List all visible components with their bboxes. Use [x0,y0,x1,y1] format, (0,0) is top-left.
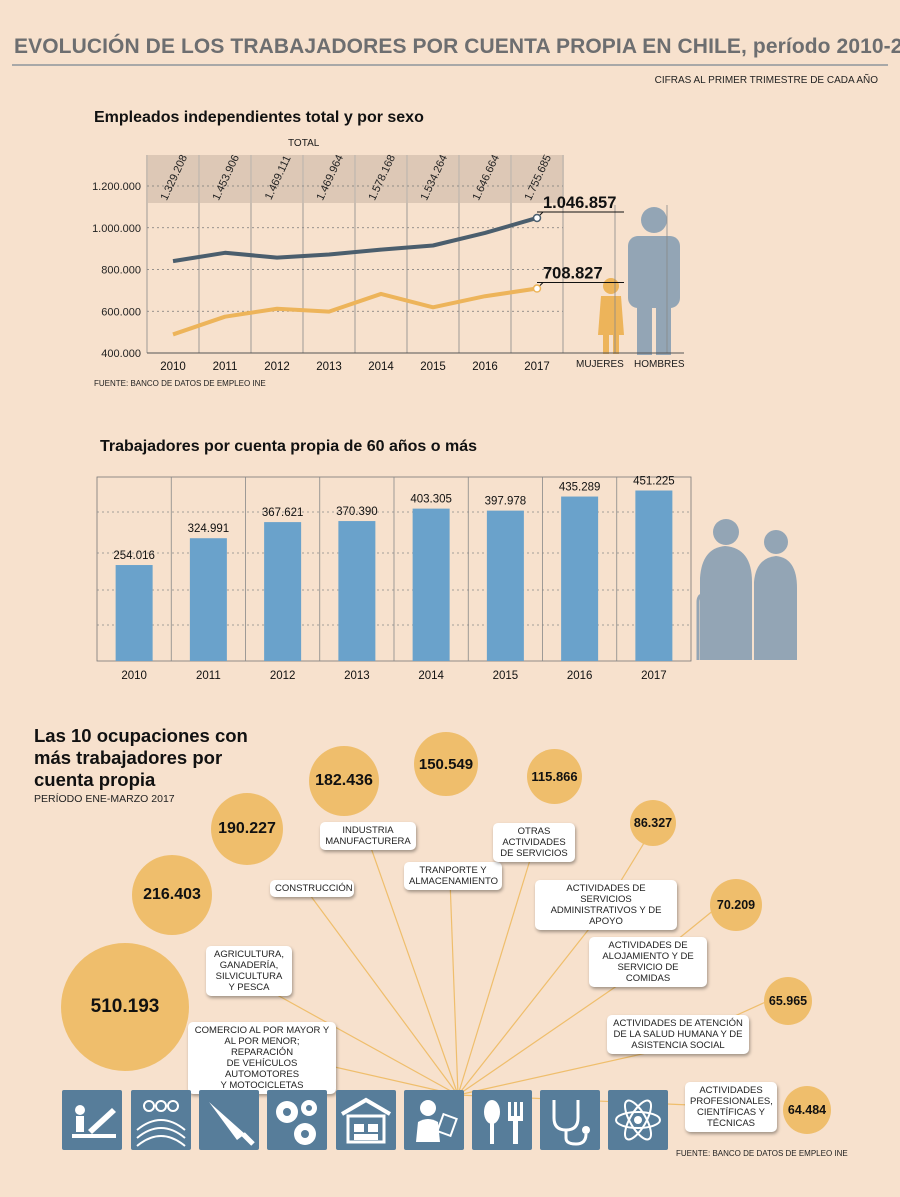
x-tick-label: 2014 [368,361,394,373]
bubble-comercio: 510.193 [61,943,189,1071]
industry-gears-icon [267,1090,327,1150]
x-tick-label: 2016 [472,361,498,373]
bubble-construccion: 190.227 [211,793,283,865]
food-utensils-icon [472,1090,532,1150]
y-tick-label: 1.000.000 [92,223,141,235]
elderly-couple-icon [696,519,797,660]
x-tick-label: 2014 [418,670,444,682]
bar-value-label: 367.621 [262,507,304,519]
label-comercio: COMERCIO AL POR MAYOR Y AL POR MENOR; RE… [188,1022,336,1094]
label-profesionales: ACTIVIDADES PROFESIONALES, CIENTÍFICAS Y… [685,1082,777,1132]
x-tick-label: 2010 [160,361,186,373]
legend-hombres: HOMBRES [634,359,685,370]
x-tick-label: 2012 [270,670,296,682]
occupations-period: PERÍODO ENE-MARZO 2017 [34,793,175,805]
x-tick-label: 2011 [196,670,221,682]
series-line-hombres [172,216,538,264]
y-tick-label: 800.000 [101,265,141,277]
bar-2011 [189,538,227,661]
bar-2013 [338,521,376,661]
y-tick-label: 600.000 [101,306,141,318]
bar-value-label: 254.016 [113,550,155,562]
total-cell [356,155,406,203]
bar-chart: 254.016 2010 324.991 2011 367.621 2012 370.390… [96,476,797,682]
label-industria: INDUSTRIA MANUFACTURERA [320,822,416,850]
x-tick-label: 2017 [641,670,667,682]
x-tick-label: 2013 [316,361,342,373]
bar-2012 [264,522,302,661]
occupations-title: Las 10 ocupaciones con más trabajadores … [34,725,248,790]
x-tick-label: 2010 [121,670,147,682]
page-title: EVOLUCIÓN DE LOS TRABAJADORES POR CUENTA… [14,35,900,58]
end-point [532,284,542,293]
total-cell [304,155,354,203]
label-agricultura: AGRICULTURA, GANADERÍA, SILVICULTURA Y P… [206,946,292,996]
bar-value-label: 403.305 [410,494,452,506]
label-alojamiento: ACTIVIDADES DE ALOJAMIENTO Y DE SERVICIO… [589,937,707,987]
total-cell [408,155,458,203]
x-tick-label: 2015 [493,670,519,682]
bubble-administrativos: 86.327 [630,800,676,846]
bar-value-label: 397.978 [485,496,527,508]
x-tick-label: 2015 [420,361,446,373]
bar-2017 [635,490,673,661]
bar-value-label: 324.991 [188,523,230,535]
title-divider [12,64,888,66]
bar-2016 [561,496,599,661]
series-line-mujeres [172,286,538,337]
label-otras: OTRAS ACTIVIDADES DE SERVICIOS [493,823,575,862]
legend-mujeres: MUJERES [576,359,624,370]
science-atom-icon [608,1090,668,1150]
x-tick-label: 2016 [567,670,593,682]
construction-trowel-icon [199,1090,259,1150]
bar-2015 [486,510,524,661]
x-tick-label: 2012 [264,361,290,373]
x-tick-label: 2013 [344,670,370,682]
end-value-label: 1.046.857 [543,194,616,212]
total-cell [460,155,510,203]
end-point [532,213,542,223]
bubble-alojamiento: 70.209 [710,879,762,931]
y-tick-label: 400.000 [101,348,141,360]
services-person-icon [404,1090,464,1150]
total-cell [512,155,562,203]
bar-2014 [412,508,450,661]
bubble-profesionales: 64.484 [783,1086,831,1134]
line-chart: 400.000600.000800.0001.000.0001.200.000 … [92,153,684,373]
bubble-otras: 115.866 [527,749,582,804]
bubble-transporte: 150.549 [414,732,478,796]
agriculture-icon [131,1090,191,1150]
line-chart-source: FUENTE: BANCO DE DATOS DE EMPLEO INE [94,379,266,388]
bar-2010 [115,565,153,661]
warehouse-icon [336,1090,396,1150]
x-tick-label: 2017 [524,361,550,373]
end-value-label: 708.827 [543,265,603,283]
bubble-industria: 182.436 [309,746,379,816]
total-cell [252,155,302,203]
label-construccion: CONSTRUCCIÓN [270,880,354,897]
bubble-agricultura: 216.403 [132,855,212,935]
label-transporte: TRANPORTE Y ALMACENAMIENTO [404,862,502,890]
total-cell [200,155,250,203]
commerce-icon [62,1090,122,1150]
bar-chart-title: Trabajadores por cuenta propia de 60 año… [100,438,478,455]
bubble-salud: 65.965 [764,977,812,1025]
total-label: TOTAL [288,138,320,149]
bar-value-label: 435.289 [559,482,601,494]
label-salud: ACTIVIDADES DE ATENCIÓN DE LA SALUD HUMA… [607,1015,749,1054]
health-stethoscope-icon [540,1090,600,1150]
x-tick-label: 2011 [213,361,238,373]
line-chart-title: Empleados independientes total y por sex… [94,109,424,126]
page-subtitle: CIFRAS AL PRIMER TRIMESTRE DE CADA AÑO [654,75,878,86]
occupations-source: FUENTE: BANCO DE DATOS DE EMPLEO INE [676,1149,848,1158]
bar-value-label: 451.225 [633,476,675,488]
y-tick-label: 1.200.000 [92,181,141,193]
label-administrativos: ACTIVIDADES DE SERVICIOS ADMINISTRATIVOS… [535,880,677,930]
total-cell [148,155,198,203]
bar-value-label: 370.390 [336,506,378,518]
